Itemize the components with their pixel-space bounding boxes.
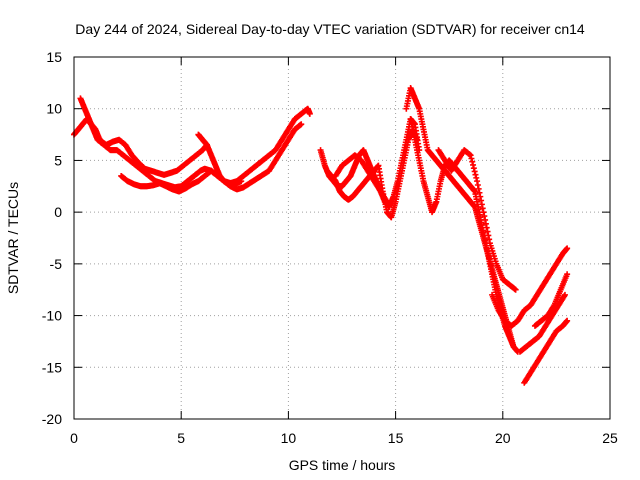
y-tick-label: -5: [50, 256, 63, 272]
x-tick-label: 15: [388, 430, 404, 446]
data-point: [479, 205, 486, 212]
x-tick-label: 20: [495, 430, 511, 446]
data-points: [71, 85, 571, 386]
data-point: [468, 155, 475, 162]
data-point: [478, 201, 485, 208]
series-track-7: [332, 152, 391, 205]
chart-title: Day 244 of 2024, Sidereal Day-to-day VTE…: [75, 21, 585, 37]
series-track-14: [531, 271, 571, 329]
data-point: [480, 209, 487, 216]
data-point: [470, 161, 477, 168]
series-track-12: [516, 291, 568, 355]
data-point: [306, 110, 313, 117]
x-tick-label: 10: [281, 430, 297, 446]
data-point: [298, 121, 305, 128]
data-point: [473, 174, 480, 181]
y-tick-label: -20: [42, 411, 62, 427]
data-point: [477, 193, 484, 200]
data-point: [469, 158, 476, 165]
data-point: [483, 224, 490, 231]
data-point: [484, 228, 491, 235]
data-point: [481, 213, 488, 220]
y-tick-label: -10: [42, 308, 62, 324]
y-tick-label: -15: [42, 359, 62, 375]
data-point: [474, 181, 481, 188]
data-point: [478, 197, 485, 204]
data-point: [564, 317, 571, 324]
y-axis-label: SDTVAR / TECUs: [5, 182, 21, 294]
data-point: [561, 291, 568, 298]
series-track-13: [521, 317, 571, 386]
series-track-10: [435, 147, 519, 293]
x-tick-label: 5: [177, 430, 185, 446]
y-tick-label: 15: [46, 49, 62, 65]
data-point: [486, 236, 493, 243]
series-track-11: [489, 245, 571, 329]
data-point: [482, 220, 489, 227]
data-point: [474, 178, 481, 185]
plot-border: [73, 56, 611, 420]
x-tick-label: 25: [602, 430, 618, 446]
data-point: [512, 286, 519, 293]
y-tick-label: 10: [46, 101, 62, 117]
data-point: [384, 198, 391, 205]
data-point: [564, 271, 571, 278]
series-track-4: [195, 131, 245, 189]
data-point: [471, 168, 478, 175]
data-point: [482, 216, 489, 223]
data-point: [472, 171, 479, 178]
axes: 0 5 10 15 20 25 15 10 5 0 -5 -10 -15 -20: [42, 49, 618, 446]
y-tick-label: 5: [54, 152, 62, 168]
grid: [73, 56, 611, 420]
x-tick-label: 0: [70, 430, 78, 446]
data-point: [238, 178, 245, 185]
series-track-9: [407, 116, 521, 355]
data-point: [564, 245, 571, 252]
data-point: [485, 232, 492, 239]
data-point: [476, 189, 483, 196]
data-point: [475, 185, 482, 192]
x-axis-label: GPS time / hours: [289, 457, 396, 473]
y-tick-label: 0: [54, 204, 62, 220]
data-point: [470, 165, 477, 172]
data-point: [467, 152, 474, 159]
